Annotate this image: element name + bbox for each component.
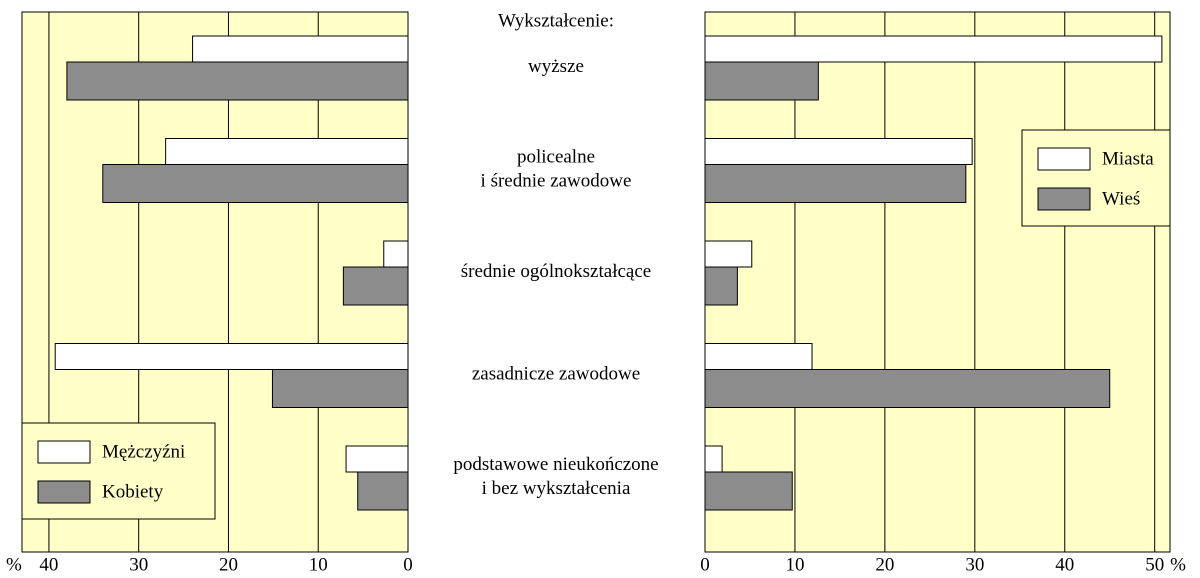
category-line: policealne — [517, 147, 595, 168]
category-line: wyższe — [528, 56, 584, 77]
x-tick-label: 40 — [1055, 554, 1074, 575]
legend-swatch — [37, 440, 91, 464]
legend-label: Miasta — [1102, 148, 1154, 169]
legend-label: Wieś — [1102, 188, 1140, 209]
bar — [192, 35, 409, 63]
category-line: zasadnicze zawodowe — [472, 364, 640, 385]
category-label: średnie ogólnokształcące — [461, 261, 651, 282]
bar — [704, 164, 967, 203]
x-axis-unit: % — [6, 554, 22, 575]
bar — [704, 266, 738, 306]
category-label: zasadnicze zawodowe — [472, 364, 640, 385]
x-tick-label: 20 — [875, 554, 894, 575]
chart-title: Wykształcenie: — [498, 10, 614, 31]
x-tick-label: 30 — [965, 554, 984, 575]
category-line: i bez wykształcenia — [482, 478, 631, 499]
bar — [345, 445, 409, 473]
legend-swatch — [1037, 147, 1091, 171]
bar — [704, 343, 813, 370]
bar — [271, 369, 409, 408]
bar — [165, 138, 409, 165]
bar — [704, 35, 1163, 63]
bar — [383, 240, 409, 268]
bar — [102, 164, 409, 203]
category-label: policealne i średnie zawodowe — [481, 147, 632, 192]
bar — [342, 266, 409, 306]
bar — [704, 138, 973, 165]
category-label: podstawowe nieukończone i bez wykształcen… — [453, 454, 658, 499]
legend-box — [21, 422, 216, 520]
bar — [704, 471, 793, 511]
legend-swatch — [1037, 187, 1091, 211]
legend-box — [1021, 129, 1171, 227]
bar — [704, 445, 723, 473]
bar — [704, 369, 1111, 408]
plot-area — [705, 12, 1170, 552]
legend-label: Kobiety — [102, 481, 164, 502]
bar — [357, 471, 409, 511]
category-label: wyższe — [528, 56, 584, 77]
x-axis-unit: % — [1170, 554, 1186, 575]
x-tick-label: 10 — [309, 554, 328, 575]
x-tick-label: 50 — [1145, 554, 1164, 575]
bar — [704, 61, 819, 101]
category-line: średnie ogólnokształcące — [461, 261, 651, 282]
x-tick-label: 0 — [403, 554, 413, 575]
x-tick-label: 10 — [785, 554, 804, 575]
category-line: podstawowe nieukończone — [453, 454, 658, 475]
legend-label: Mężczyźni — [102, 441, 185, 462]
category-line: i średnie zawodowe — [481, 171, 632, 192]
plot-border — [21, 11, 409, 553]
x-tick-label: 30 — [129, 554, 148, 575]
bar — [66, 61, 409, 101]
x-tick-label: 40 — [39, 554, 58, 575]
bar — [704, 240, 753, 268]
x-tick-label: 0 — [700, 554, 710, 575]
legend-swatch — [37, 480, 91, 504]
x-tick-label: 20 — [219, 554, 238, 575]
bar — [54, 343, 409, 370]
plot-border — [704, 11, 1171, 553]
